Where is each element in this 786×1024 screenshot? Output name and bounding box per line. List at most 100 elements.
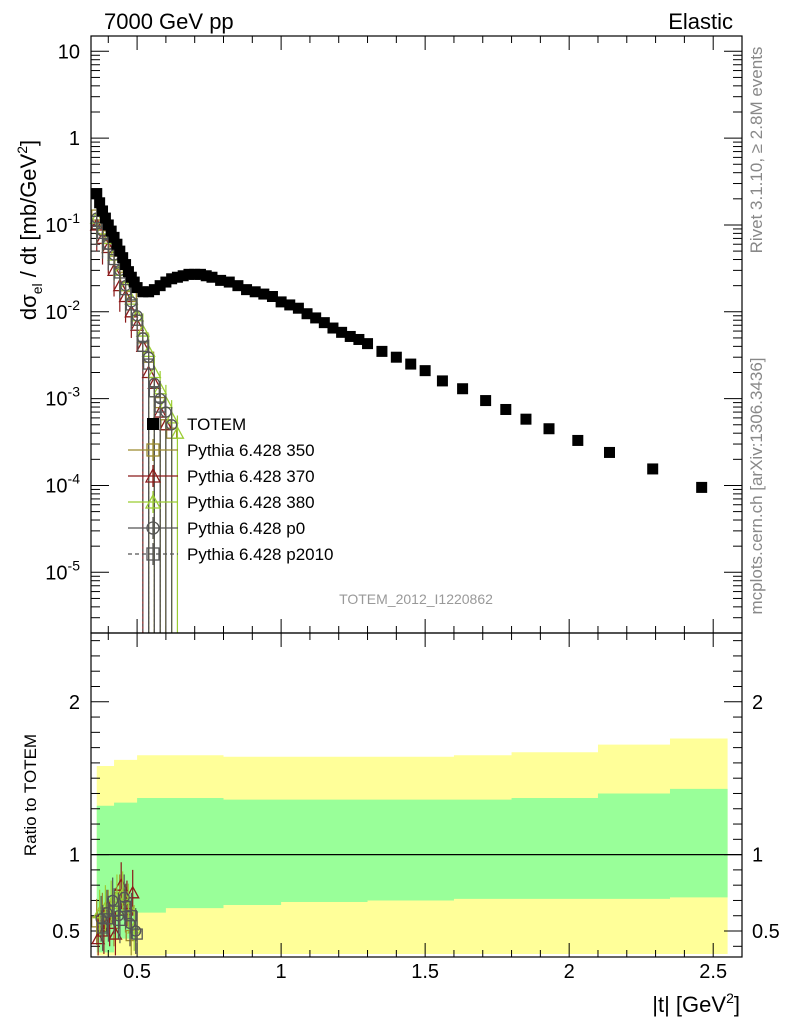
x-tick-label: 1.5	[411, 961, 439, 983]
data-point	[232, 280, 244, 292]
ratio-y-tick-label: 1	[69, 845, 80, 867]
ratio-point	[107, 894, 119, 907]
data-point	[125, 299, 137, 311]
legend-label: TOTEM	[187, 415, 246, 434]
data-point	[206, 271, 218, 283]
y-tick-label: 10-5	[45, 557, 80, 584]
ratio-point	[120, 900, 132, 913]
x-tick-label: 2.5	[699, 961, 727, 983]
data-point	[223, 276, 235, 288]
data-point	[137, 332, 149, 344]
main-axis-ticks: 10 1 10-1 10-2 10-3 10-4 10-5	[45, 36, 743, 634]
data-point	[215, 274, 227, 286]
data-point	[108, 231, 120, 243]
data-point	[148, 284, 160, 296]
data-point	[572, 434, 584, 446]
main-ylabel-base: dσ	[16, 294, 41, 320]
data-point	[603, 446, 615, 458]
xlabel-end: ]	[734, 992, 740, 1017]
ratio-point	[102, 913, 115, 925]
data-point	[353, 333, 365, 345]
data-point	[647, 463, 659, 475]
data-point	[249, 286, 261, 298]
data-point	[284, 299, 296, 311]
ratio-point	[130, 925, 142, 937]
ratio-point	[108, 905, 120, 917]
data-point	[344, 330, 356, 342]
data-point	[105, 225, 117, 237]
data-point	[120, 259, 132, 271]
data-point	[241, 284, 253, 296]
data-point	[170, 425, 185, 439]
main-ylabel-sub: el	[29, 283, 45, 294]
ratio-point	[118, 891, 130, 904]
side-text-top: Rivet 3.1.10, ≥ 2.8M events	[747, 47, 766, 254]
band-inner	[96, 788, 728, 953]
data-point	[137, 286, 149, 298]
data-point	[419, 365, 431, 377]
analysis-id: TOTEM_2012_I1220862	[339, 591, 493, 607]
data-point	[543, 423, 555, 435]
ratio-y-tick-label: 0.5	[52, 921, 80, 943]
ratio-point	[131, 928, 143, 940]
data-point	[128, 276, 140, 288]
data-point	[111, 238, 123, 250]
x-tick-label: 0.5	[123, 961, 151, 983]
data-point	[336, 326, 348, 338]
xlabel-base: |t| [GeV	[652, 992, 726, 1017]
data-point	[117, 252, 129, 264]
y-tick-label: 10-2	[45, 297, 80, 324]
data-point	[97, 205, 109, 217]
ratio-y-tick-label-right: 2	[752, 692, 763, 714]
ratio-point	[114, 914, 126, 926]
data-point	[457, 383, 469, 395]
ratio-point	[125, 910, 138, 922]
data-point	[318, 317, 330, 329]
legend-label: Pythia 6.428 p0	[187, 519, 305, 538]
main-data-points	[89, 188, 708, 633]
data-point	[154, 401, 166, 413]
data-point	[292, 302, 304, 314]
side-text-bottom: mcplots.cern.ch [arXiv:1306.3436]	[747, 357, 766, 614]
ratio-ylabel: Ratio to TOTEM	[21, 734, 40, 856]
filled-square-icon	[147, 418, 159, 430]
data-point	[390, 351, 402, 363]
data-point	[166, 273, 178, 285]
header-right: Elastic	[668, 9, 733, 34]
xlabel-sup: 2	[726, 990, 734, 1006]
open-square-icon	[146, 443, 160, 457]
data-point	[122, 266, 134, 278]
data-point	[362, 338, 374, 350]
legend-label: Pythia 6.428 380	[187, 493, 315, 512]
data-point	[114, 245, 126, 257]
ratio-point	[96, 922, 109, 934]
main-ylabel: dσel / dt [mb/GeV2]	[14, 140, 45, 320]
ratio-bands	[91, 738, 742, 956]
data-point	[520, 413, 532, 425]
data-point	[166, 419, 178, 431]
data-point	[91, 188, 103, 200]
x-tick-label: 1	[276, 961, 287, 983]
data-point	[119, 283, 132, 296]
data-point	[266, 291, 278, 303]
ratio-point	[95, 913, 107, 925]
data-point	[183, 268, 195, 280]
data-point	[327, 322, 339, 334]
data-point	[189, 268, 201, 280]
data-point	[154, 392, 166, 405]
data-point	[102, 219, 114, 231]
data-point	[154, 280, 166, 292]
main-ylabel-rest: / dt [mb/GeV	[16, 153, 41, 283]
ratio-y-tick-label: 2	[69, 692, 80, 714]
data-point	[171, 271, 183, 283]
data-point	[99, 212, 111, 224]
data-point	[436, 375, 448, 387]
y-tick-label: 10	[58, 41, 80, 63]
data-point	[200, 270, 212, 282]
data-point	[160, 276, 172, 288]
main-ylabel-sup: 2	[14, 146, 30, 154]
ratio-y-tick-label-right: 0.5	[752, 921, 780, 943]
data-point	[142, 358, 155, 370]
data-point	[696, 481, 708, 493]
data-point	[177, 270, 189, 282]
